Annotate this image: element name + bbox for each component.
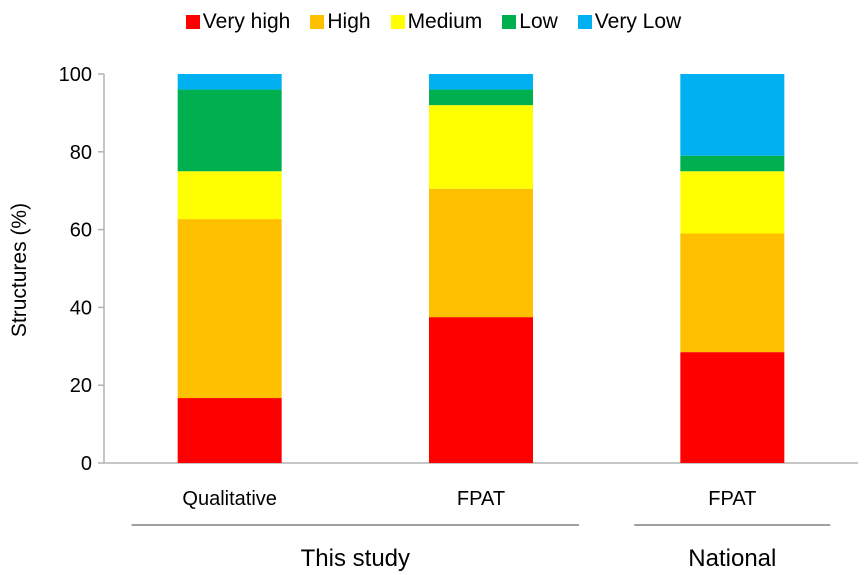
- x-tick-label: FPAT: [708, 488, 756, 510]
- legend-label: Very Low: [594, 10, 682, 33]
- legend-label: Low: [519, 10, 558, 33]
- legend-swatch: [502, 15, 517, 29]
- bar-segment: [680, 74, 785, 156]
- y-tick-label: 40: [70, 297, 92, 319]
- x-tick-label: FPAT: [457, 488, 505, 510]
- bar-segment: [177, 74, 282, 90]
- bar-segment: [680, 171, 785, 234]
- bar-segment: [429, 89, 533, 106]
- group-label: National: [688, 545, 776, 572]
- group-labels: This study National: [131, 524, 831, 572]
- bar-segment: [429, 317, 533, 463]
- chart-legend: Very high High Medium Low Very Low: [0, 10, 867, 34]
- y-tick-label: 0: [81, 453, 92, 475]
- legend-swatch: [390, 15, 405, 29]
- x-tick-label: Qualitative: [182, 488, 277, 510]
- group-label: This study: [301, 545, 410, 572]
- legend-swatch: [310, 15, 325, 29]
- legend-swatch: [577, 15, 592, 29]
- x-tick-labels: Qualitative FPAT FPAT: [182, 488, 756, 510]
- legend-item: Medium: [390, 10, 483, 34]
- legend-item: Very Low: [577, 10, 682, 34]
- bar-segment: [680, 155, 785, 172]
- bar-segment: [429, 105, 533, 189]
- bar-segment: [177, 171, 282, 220]
- legend-item: Low: [502, 10, 558, 34]
- bar-segment: [429, 74, 533, 90]
- legend-item: Very high: [185, 10, 291, 34]
- bar-segment: [177, 89, 282, 172]
- y-axis-label: Structures (%): [8, 203, 31, 337]
- bar-segment: [177, 219, 282, 399]
- y-tick-label: 20: [70, 375, 92, 397]
- y-tick-label: 100: [59, 64, 92, 86]
- bar-segment: [680, 233, 785, 353]
- bar-segment: [429, 188, 533, 318]
- legend-item: High: [310, 10, 371, 34]
- bar-segment: [680, 352, 785, 463]
- y-tick-label: 80: [70, 142, 92, 164]
- y-tick-label: 60: [70, 220, 92, 242]
- legend-label: Medium: [407, 10, 483, 33]
- bars: [177, 74, 785, 463]
- bar-segment: [177, 398, 282, 463]
- legend-swatch: [185, 15, 200, 29]
- legend-label: Very high: [202, 10, 291, 33]
- legend-label: High: [327, 10, 371, 33]
